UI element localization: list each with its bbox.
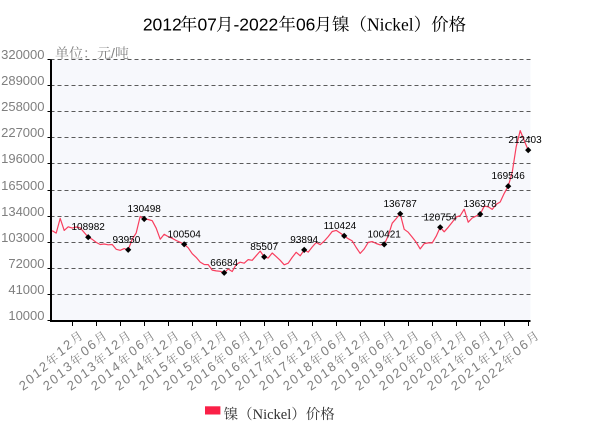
svg-text:41000: 41000 [8, 282, 44, 297]
svg-text:130498: 130498 [128, 204, 162, 215]
svg-text:2012: 2012 [143, 15, 182, 35]
svg-text:108982: 108982 [72, 222, 106, 233]
svg-text:169546: 169546 [492, 171, 526, 182]
svg-text:10000: 10000 [8, 308, 44, 323]
svg-text:134000: 134000 [1, 204, 44, 219]
svg-text:258000: 258000 [1, 99, 44, 114]
svg-text:212403: 212403 [508, 135, 542, 146]
svg-text:85507: 85507 [250, 242, 278, 253]
svg-text:07: 07 [197, 15, 216, 35]
svg-text:110424: 110424 [324, 221, 357, 232]
svg-text:165000: 165000 [1, 178, 44, 193]
svg-text:136378: 136378 [464, 199, 498, 210]
svg-text:06: 06 [296, 15, 315, 35]
svg-text:120754: 120754 [424, 212, 458, 223]
svg-text:-2022: -2022 [233, 15, 278, 35]
svg-text:Nickel: Nickel [253, 407, 292, 423]
svg-text:289000: 289000 [1, 73, 44, 88]
svg-text:100504: 100504 [168, 229, 202, 240]
svg-text:93950: 93950 [112, 235, 140, 246]
svg-text:/: / [111, 45, 115, 61]
svg-text:196000: 196000 [1, 151, 44, 166]
svg-text:136787: 136787 [384, 199, 418, 210]
svg-text:72000: 72000 [8, 256, 44, 271]
svg-text:93894: 93894 [290, 235, 318, 246]
svg-text:227000: 227000 [1, 125, 44, 140]
svg-text:Nickel: Nickel [367, 15, 414, 35]
svg-text:103000: 103000 [1, 230, 44, 245]
svg-text:100421: 100421 [368, 229, 402, 240]
svg-text:320000: 320000 [1, 47, 44, 62]
svg-text:66684: 66684 [210, 258, 238, 269]
